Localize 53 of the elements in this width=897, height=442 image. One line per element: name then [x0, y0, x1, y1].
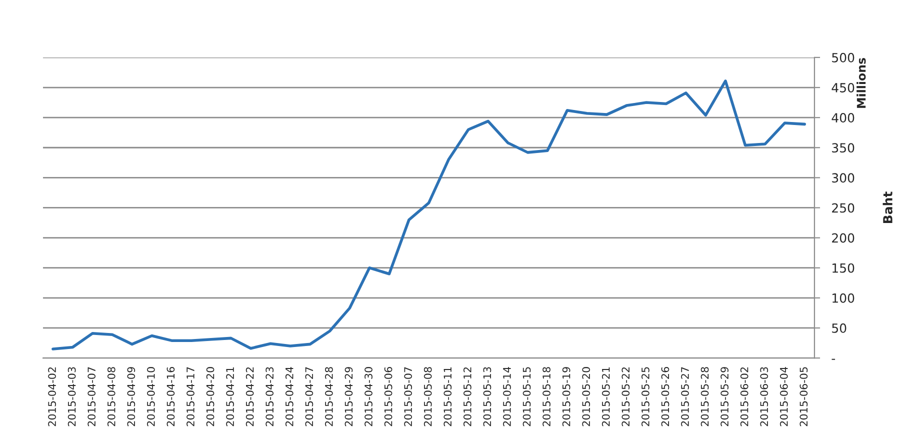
x-tick-label: 2015-05-06: [384, 367, 392, 426]
y-tick-label: 350: [832, 143, 854, 153]
x-tick-label: 2015-04-07: [88, 367, 96, 426]
line-series: [52, 80, 806, 350]
x-tick-label: 2015-06-03: [760, 367, 768, 426]
x-tick-label: 2015-05-08: [424, 367, 432, 426]
x-tick-label: 2015-05-18: [542, 367, 550, 426]
x-tick-label: 2015-04-16: [166, 367, 175, 426]
x-tick-label: 2015-04-08: [107, 367, 116, 426]
x-tick-label: 2015-05-19: [562, 367, 570, 426]
x-tick-label: 2015-04-24: [285, 366, 294, 426]
x-tick-label: 2015-04-02: [48, 367, 56, 426]
x-tick-label: 2015-06-02: [740, 367, 748, 426]
x-tick-label: 2015-04-21: [226, 367, 234, 426]
text: Millions: [856, 58, 866, 108]
x-tick-label: 2015-04-23: [266, 367, 274, 426]
y-tick-label: 250: [832, 203, 854, 213]
x-tick-label: 2015-04-29: [344, 367, 353, 426]
y-tick-label: -: [832, 358, 836, 360]
x-tick-label: 2015-06-05: [800, 367, 808, 426]
x-tick-label: 2015-04-09: [127, 367, 136, 426]
x-tick-label: 2015-05-21: [602, 367, 610, 426]
x-tick-label: 2015-04-27: [305, 367, 314, 426]
y-tick-label: 50: [832, 323, 846, 333]
x-tick-label: 2015-05-15: [522, 367, 531, 426]
x-tick-label: 2015-04-28: [325, 367, 333, 426]
x-tick-label: 2015-05-13: [483, 367, 492, 426]
y-tick-label: 500: [832, 52, 854, 62]
y-tick-label: 400: [832, 113, 854, 122]
x-tick-label: 2015-04-17: [186, 367, 194, 426]
x-tick-label: 2015-05-14: [503, 366, 511, 426]
y-tick-label: 150: [832, 263, 854, 273]
x-tick-label: 2015-06-04: [780, 366, 788, 426]
y-tick-label: 100: [832, 293, 854, 303]
x-tick-label: 2015-05-29: [720, 367, 728, 426]
x-tick-label: 2015-05-07: [404, 367, 412, 426]
x-tick-label: 2015-05-22: [622, 367, 630, 426]
x-tick-label: 2015-05-12: [463, 367, 472, 426]
x-tick-label: 2015-04-10: [146, 367, 155, 426]
y-tick-label: 450: [832, 82, 854, 92]
x-tick-label: 2015-05-26: [661, 367, 670, 426]
x-tick-label: 2015-05-25: [641, 367, 650, 426]
x-tick-label: 2015-04-20: [206, 367, 214, 426]
x-tick-label: 2015-05-28: [700, 367, 709, 426]
x-tick-label: 2015-04-30: [364, 367, 372, 426]
y-axis-title: Baht: [882, 192, 892, 224]
y-tick-label: 200: [832, 233, 854, 243]
x-tick-label: 2015-05-20: [582, 367, 590, 426]
x-tick-label: 2015-05-27: [681, 367, 689, 426]
x-tick-label: 2015-05-11: [444, 367, 452, 426]
y-tick-label: 300: [832, 173, 854, 183]
x-tick-label: 2015-04-03: [68, 367, 76, 426]
x-tick-label: 2015-04-22: [246, 367, 254, 426]
